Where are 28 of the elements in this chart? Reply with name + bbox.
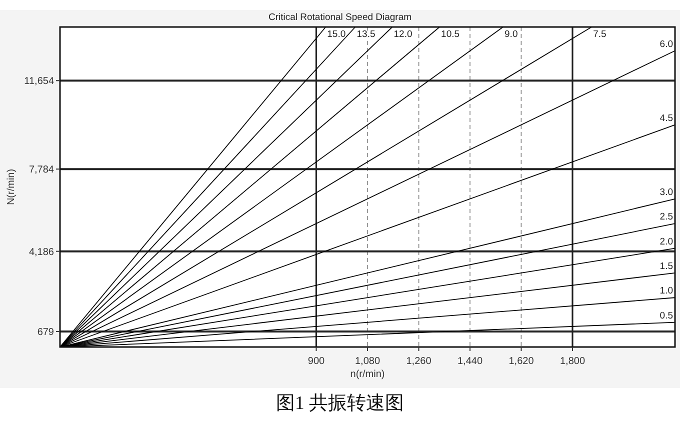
series-label: 1.0 [660,286,673,297]
series-label: 0.5 [660,310,673,322]
series-label: 6.0 [660,38,673,50]
x-tick-label: 1,080 [354,356,380,367]
x-tick-label: 900 [308,356,326,367]
x-tick-label: 1,620 [508,356,534,367]
y-tick-label: 679 [37,326,54,338]
caption: 图1 共振转速图 [276,393,404,414]
series-label: 1.5 [660,260,673,272]
series-label: 4.5 [660,112,673,124]
series-label: 7.5 [593,29,606,40]
x-tick-label: 1,260 [406,356,432,367]
series-label: 2.0 [660,236,673,248]
series-label: 12.0 [394,29,412,40]
y-tick-label: 11,654 [24,76,54,88]
y-tick-label: 7,784 [28,164,54,176]
chart-title: Critical Rotational Speed Diagram [268,12,412,23]
series-label: 9.0 [504,29,518,40]
x-axis-title: n(r/min) [350,369,385,380]
series-label: 3.0 [660,186,673,198]
x-tick-label: 1,440 [457,356,483,367]
series-label: 2.5 [660,212,673,223]
y-axis-title: N(r/min) [6,168,17,206]
series-label: 15.0 [327,29,346,40]
x-tick-label: 1,800 [560,356,586,367]
series-label: 10.5 [441,29,460,40]
series-label: 13.5 [356,29,376,40]
y-tick-label: 4,186 [28,246,54,258]
